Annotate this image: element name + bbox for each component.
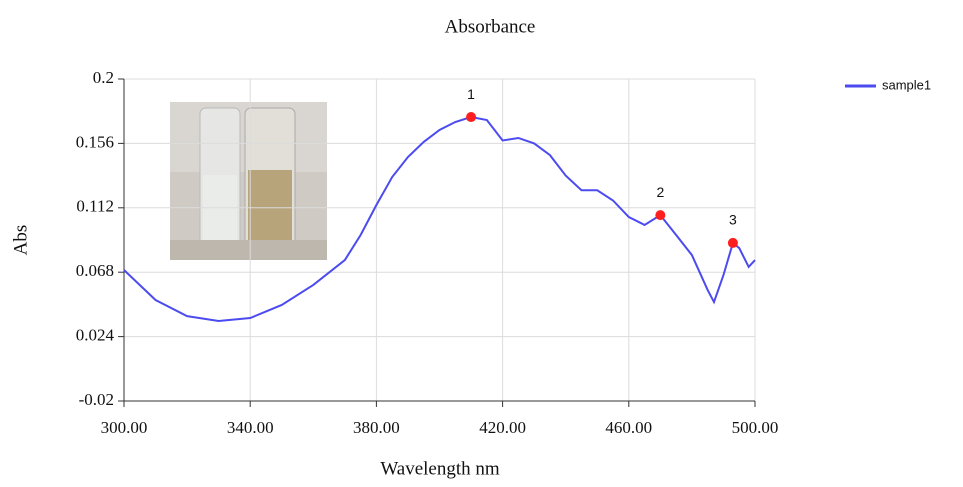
peak-label: 3 xyxy=(729,212,737,228)
y-tick-label: 0.068 xyxy=(76,261,114,280)
y-tick-label: 0.112 xyxy=(76,197,114,216)
y-tick-label: -0.02 xyxy=(79,390,114,409)
x-tick-label: 300.00 xyxy=(101,418,148,437)
inset-photo xyxy=(170,102,327,260)
y-axis-label: Abs xyxy=(10,225,31,256)
chart-title: Absorbance xyxy=(445,16,536,37)
peak-label: 1 xyxy=(467,86,475,102)
peak-marker xyxy=(728,238,738,248)
peak-marker xyxy=(655,210,665,220)
x-tick-label: 460.00 xyxy=(605,418,652,437)
y-tick-label: 0.156 xyxy=(76,132,114,151)
x-tick-label: 380.00 xyxy=(353,418,400,437)
peak-marker xyxy=(466,112,476,122)
x-axis-label: Wavelength nm xyxy=(380,458,500,479)
x-tick-label: 500.00 xyxy=(732,418,779,437)
x-tick-label: 420.00 xyxy=(479,418,526,437)
y-tick-label: 0.024 xyxy=(76,326,115,345)
chart: Absorbance Wavelength nm Abs -0.02 0.024 0… xyxy=(0,0,963,482)
y-tick-label: 0.2 xyxy=(93,68,114,87)
legend-label: sample1 xyxy=(882,77,931,92)
x-tick-label: 340.00 xyxy=(227,418,274,437)
peak-label: 2 xyxy=(656,184,664,200)
